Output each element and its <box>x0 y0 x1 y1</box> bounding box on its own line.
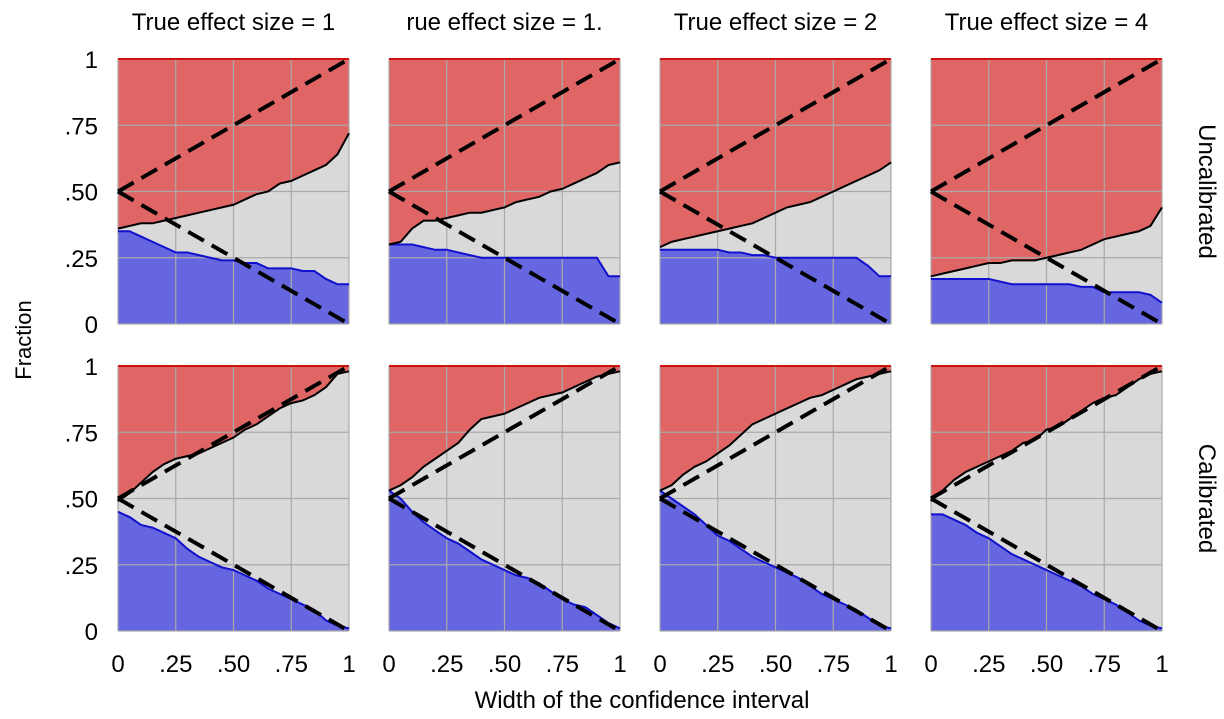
upper-curve <box>388 370 621 492</box>
panel-uncalibrated-3 <box>659 57 892 326</box>
y-tick-label-row1-3: .75 <box>65 113 98 140</box>
reference-line-upper <box>388 57 621 194</box>
column-title-1: True effect size = 1 <box>132 9 335 36</box>
x-tick-label-col3-4: 1 <box>884 651 897 678</box>
x-tick-label-col1-1: .25 <box>159 651 192 678</box>
upper-curve <box>388 161 621 246</box>
x-tick-label-col1-0: 0 <box>111 651 124 678</box>
panel-calibrated-1 <box>117 364 350 633</box>
row-label-calibrated: Calibrated <box>1193 444 1220 553</box>
x-tick-label-col3-0: 0 <box>653 651 666 678</box>
reference-line-lower <box>388 189 621 326</box>
reference-line-lower <box>930 189 1163 326</box>
x-axis-title: Width of the confidence interval <box>475 687 810 714</box>
upper-curve <box>659 161 892 249</box>
lower-curve <box>660 248 891 278</box>
lower-curve <box>389 243 620 278</box>
x-tick-label-col1-4: 1 <box>342 651 355 678</box>
x-tick-label-col3-2: .50 <box>759 651 792 678</box>
panel-uncalibrated-4 <box>930 57 1163 326</box>
x-tick-label-col4-4: 1 <box>1155 651 1168 678</box>
x-tick-label-col2-4: 1 <box>613 651 626 678</box>
panels-group: True effect size = 1 rue effect size = 1.… <box>65 9 1220 678</box>
x-tick-label-col4-3: .75 <box>1088 651 1121 678</box>
x-tick-label-col3-1: .25 <box>701 651 734 678</box>
y-tick-label-row2-2: .50 <box>65 487 98 514</box>
x-tick-label-col1-2: .50 <box>217 651 250 678</box>
x-tick-label-col2-3: .75 <box>546 651 579 678</box>
y-tick-label-row2-4: 1 <box>85 354 98 381</box>
upper-curve <box>930 206 1163 278</box>
y-axis-title: Fraction <box>11 300 36 379</box>
column-title-3: True effect size = 2 <box>674 9 877 36</box>
reference-line-upper <box>659 364 892 501</box>
reference-line-upper <box>930 364 1163 501</box>
panel-calibrated-2 <box>388 364 621 633</box>
reference-line-upper <box>117 364 350 501</box>
column-title-4: True effect size = 4 <box>945 9 1148 36</box>
x-tick-label-col3-3: .75 <box>817 651 850 678</box>
reference-line-upper <box>388 364 621 501</box>
upper-curve <box>117 132 350 230</box>
panel-uncalibrated-2 <box>388 57 621 326</box>
x-tick-label-col2-0: 0 <box>382 651 395 678</box>
x-tick-label-col2-2: .50 <box>488 651 521 678</box>
lower-curve <box>931 277 1163 304</box>
reference-line-lower <box>659 496 892 633</box>
reference-line-upper <box>930 57 1163 194</box>
column-title-2: rue effect size = 1. <box>406 9 602 36</box>
reference-line-lower <box>659 189 892 326</box>
y-tick-label-row1-0: 0 <box>85 312 98 339</box>
y-tick-label-row1-1: .25 <box>65 246 98 273</box>
x-tick-label-col4-0: 0 <box>924 651 937 678</box>
x-tick-label-col1-3: .75 <box>275 651 308 678</box>
reference-line-lower <box>930 496 1163 633</box>
upper-curve <box>117 370 350 502</box>
y-tick-label-row2-0: 0 <box>85 619 98 646</box>
upper-curve <box>659 370 892 492</box>
lower-curve <box>388 489 621 630</box>
reference-line-lower <box>117 189 350 326</box>
lower-curve <box>118 230 349 286</box>
panel-calibrated-4 <box>930 364 1163 633</box>
y-tick-label-row1-2: .50 <box>65 180 98 207</box>
y-tick-label-row1-4: 1 <box>85 47 98 74</box>
y-tick-label-row2-3: .75 <box>65 420 98 447</box>
x-tick-label-col2-1: .25 <box>430 651 463 678</box>
panel-uncalibrated-1 <box>117 57 350 326</box>
panel-calibrated-3 <box>659 364 892 633</box>
row-label-uncalibrated: Uncalibrated <box>1193 124 1220 259</box>
reference-line-lower <box>388 496 621 633</box>
x-tick-label-col4-2: .50 <box>1030 651 1063 678</box>
reference-line-upper <box>117 57 350 194</box>
reference-line-lower <box>117 496 350 633</box>
reference-line-upper <box>659 57 892 194</box>
x-tick-label-col4-1: .25 <box>972 651 1005 678</box>
y-tick-label-row2-1: .25 <box>65 553 98 580</box>
